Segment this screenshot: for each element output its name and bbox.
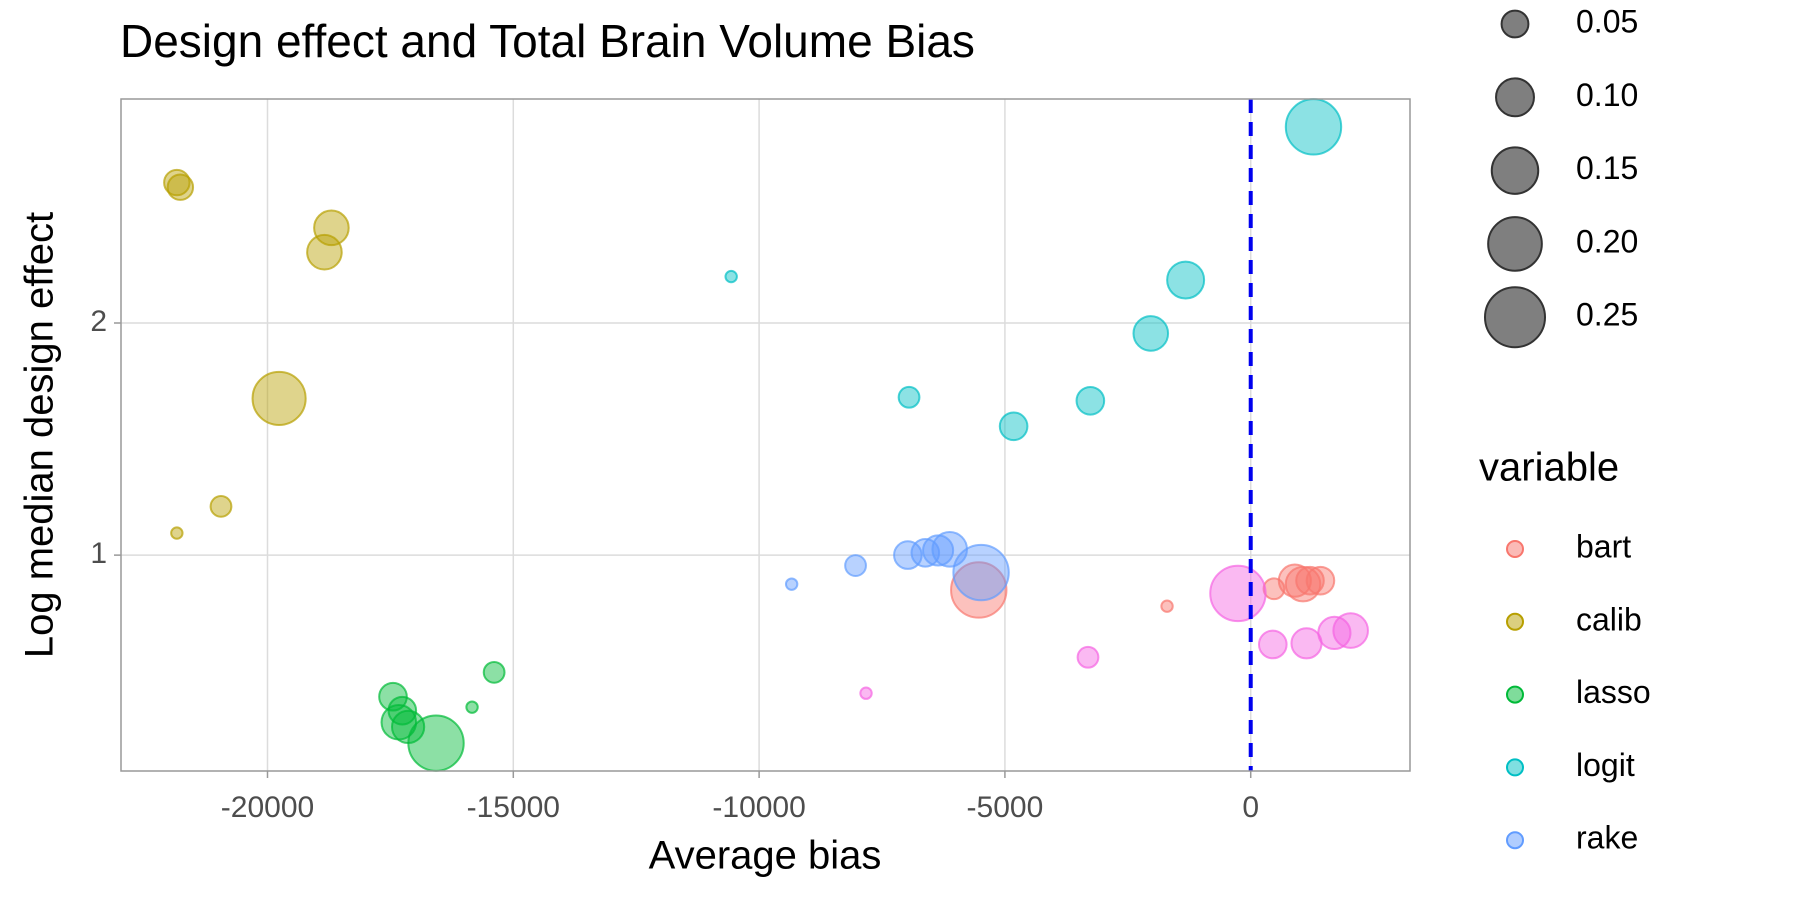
size-legend-label: 0.20 — [1576, 223, 1638, 259]
bubble — [1290, 627, 1323, 660]
legend-label: strat — [1576, 892, 1638, 900]
size-legend-key — [1500, 9, 1530, 39]
legend-key — [1506, 612, 1524, 631]
size-legend-label: 0.25 — [1576, 297, 1638, 333]
bubble — [1295, 565, 1325, 596]
bubble — [1160, 599, 1174, 613]
bubble — [170, 526, 184, 540]
legend-key — [1506, 831, 1524, 850]
y-tick-label: 1 — [90, 537, 107, 570]
bubble — [1209, 564, 1267, 623]
bubble — [844, 554, 867, 577]
bubble — [1166, 260, 1206, 300]
bubble — [251, 370, 307, 427]
legend-label: logit — [1576, 747, 1635, 783]
bubble — [209, 494, 233, 518]
bubble — [1284, 565, 1322, 603]
size-legend-key — [1495, 77, 1535, 118]
y-tick-label: 2 — [90, 305, 107, 338]
size-legend-key — [1490, 146, 1540, 195]
bubble — [1257, 629, 1288, 660]
plot-border — [120, 98, 1411, 772]
size-legend-key — [1487, 216, 1543, 272]
chart-title: Design effect and Total Brain Volume Bia… — [120, 15, 975, 67]
bubble — [897, 385, 921, 409]
legend-label: lasso — [1576, 674, 1651, 710]
size-legend-label: 0.05 — [1576, 3, 1638, 39]
bubble — [859, 686, 873, 700]
x-tick-label: -5000 — [967, 791, 1044, 824]
x-tick-label: 0 — [1242, 791, 1259, 824]
bubble — [1305, 565, 1336, 596]
size-legend-label: 0.15 — [1576, 150, 1638, 186]
bubble — [163, 168, 191, 197]
legend-label: rake — [1576, 820, 1638, 856]
bubble — [1332, 612, 1369, 649]
bubble — [1284, 98, 1343, 156]
legend-title: variable — [1479, 446, 1619, 490]
legend-key — [1506, 540, 1524, 558]
x-tick-label: -15000 — [467, 791, 560, 824]
bubble — [1132, 315, 1170, 352]
bubble — [465, 700, 479, 714]
legend-label: bart — [1576, 528, 1631, 564]
bubble — [724, 269, 738, 284]
bubble — [1076, 645, 1100, 669]
size-legend-key — [1484, 286, 1546, 349]
bubble — [166, 173, 195, 201]
legend-key — [1506, 685, 1524, 704]
bubble — [313, 209, 350, 247]
bubble — [998, 411, 1029, 442]
bubble — [1075, 385, 1106, 416]
x-axis-label: Average bias — [649, 834, 882, 878]
bubble — [306, 233, 343, 271]
bubble — [482, 660, 506, 684]
bubble — [950, 561, 1008, 619]
x-tick-label: -10000 — [712, 791, 805, 824]
legend-key — [1506, 758, 1524, 777]
legend-label: calib — [1576, 601, 1642, 637]
y-axis-label: Log median design effect — [18, 212, 62, 658]
bubble — [952, 543, 1010, 602]
bubble — [784, 577, 799, 591]
bubble — [407, 714, 465, 772]
size-legend-label: 0.10 — [1576, 77, 1638, 113]
x-tick-label: -20000 — [221, 791, 314, 824]
